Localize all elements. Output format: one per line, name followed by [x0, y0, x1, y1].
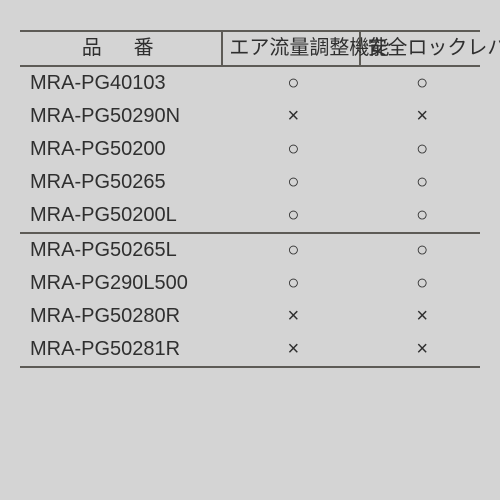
col-header-safety-lock: 安全ロックレバー [360, 31, 480, 66]
table-row: MRA-PG50200 ○ ○ [20, 133, 480, 166]
cell-air: ○ [222, 199, 360, 233]
cell-air: ○ [222, 133, 360, 166]
cell-air: ○ [222, 233, 360, 267]
cell-air: × [222, 333, 360, 367]
cell-lock: × [360, 300, 480, 333]
cell-model: MRA-PG50265 [20, 166, 222, 199]
cell-lock: ○ [360, 233, 480, 267]
table-row: MRA-PG40103 ○ ○ [20, 66, 480, 100]
col-header-model: 品 番 [20, 31, 222, 66]
cell-model: MRA-PG40103 [20, 66, 222, 100]
cell-lock: ○ [360, 66, 480, 100]
cell-air: ○ [222, 66, 360, 100]
cell-model: MRA-PG50200 [20, 133, 222, 166]
cell-lock: × [360, 333, 480, 367]
table-body: MRA-PG40103 ○ ○ MRA-PG50290N × × MRA-PG5… [20, 66, 480, 367]
cell-air: × [222, 100, 360, 133]
table-row: MRA-PG50280R × × [20, 300, 480, 333]
cell-model: MRA-PG50200L [20, 199, 222, 233]
cell-air: × [222, 300, 360, 333]
cell-lock: × [360, 100, 480, 133]
cell-model: MRA-PG50281R [20, 333, 222, 367]
cell-model: MRA-PG50290N [20, 100, 222, 133]
table-row: MRA-PG50281R × × [20, 333, 480, 367]
spec-table: 品 番 エア流量調整機能 安全ロックレバー MRA-PG40103 ○ ○ MR… [20, 30, 480, 368]
table-row: MRA-PG50290N × × [20, 100, 480, 133]
cell-model: MRA-PG50265L [20, 233, 222, 267]
cell-lock: ○ [360, 199, 480, 233]
page: 品 番 エア流量調整機能 安全ロックレバー MRA-PG40103 ○ ○ MR… [0, 0, 500, 408]
col-header-airflow: エア流量調整機能 [222, 31, 360, 66]
cell-lock: ○ [360, 267, 480, 300]
table-row: MRA-PG50200L ○ ○ [20, 199, 480, 233]
table-header-row: 品 番 エア流量調整機能 安全ロックレバー [20, 31, 480, 66]
cell-lock: ○ [360, 133, 480, 166]
cell-lock: ○ [360, 166, 480, 199]
cell-model: MRA-PG290L500 [20, 267, 222, 300]
cell-air: ○ [222, 267, 360, 300]
table-row: MRA-PG50265 ○ ○ [20, 166, 480, 199]
cell-air: ○ [222, 166, 360, 199]
table-row: MRA-PG50265L ○ ○ [20, 233, 480, 267]
cell-model: MRA-PG50280R [20, 300, 222, 333]
table-row: MRA-PG290L500 ○ ○ [20, 267, 480, 300]
